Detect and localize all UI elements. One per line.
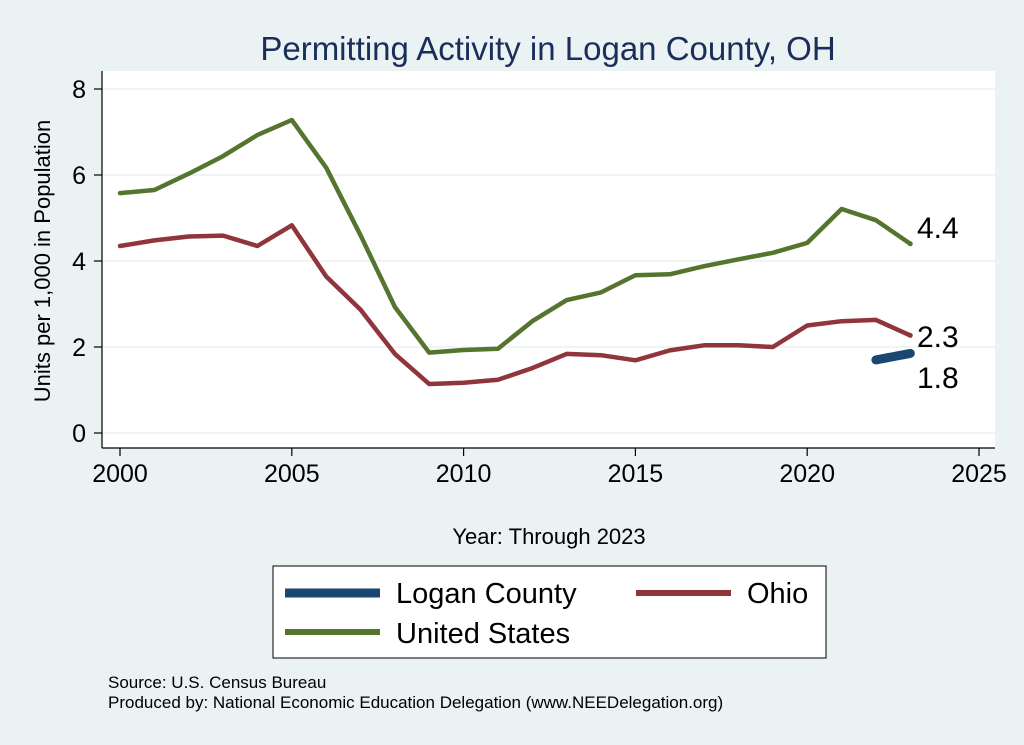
end-label-ohio: 2.3 <box>917 321 959 354</box>
legend-label-us: United States <box>396 618 570 650</box>
x-tick-label-1: 2005 <box>264 460 320 488</box>
legend-label-logan: Logan County <box>396 578 577 610</box>
y-tick-label-0: 0 <box>72 420 86 448</box>
series-layer <box>117 117 915 387</box>
series-line-ohio <box>117 223 913 387</box>
y-tick-label-3: 6 <box>72 162 86 190</box>
series-end-point-logan <box>907 350 913 356</box>
series-line-logan <box>871 348 915 365</box>
series-end-point-ohio <box>907 332 913 338</box>
y-tick-label-2: 4 <box>72 248 86 276</box>
y-tick-label-4: 8 <box>72 76 86 104</box>
chart-title: Permitting Activity in Logan County, OH <box>260 30 835 67</box>
x-axis-label: Year: Through 2023 <box>452 524 645 549</box>
legend-label-ohio: Ohio <box>747 578 808 610</box>
series-end-point-us <box>907 241 913 247</box>
x-tick-label-5: 2025 <box>951 460 1007 488</box>
x-axis-ticks: 2000 2005 2010 2015 2020 2025 <box>92 448 1007 488</box>
y-tick-label-1: 2 <box>72 334 86 362</box>
footer-source: Source: U.S. Census Bureau <box>108 673 326 692</box>
x-tick-label-3: 2015 <box>608 460 664 488</box>
x-tick-label-2: 2010 <box>436 460 492 488</box>
plot-area <box>102 71 995 448</box>
grid-lines <box>102 88 995 434</box>
x-tick-label-0: 2000 <box>92 460 148 488</box>
y-axis-ticks: 0 2 4 6 8 <box>72 76 102 448</box>
legend: Logan County Ohio United States <box>272 565 827 659</box>
series-line-us <box>117 117 913 355</box>
y-axis-label: Units per 1,000 in Population <box>30 120 55 403</box>
end-labels: 1.8 2.3 4.4 <box>917 212 959 395</box>
end-label-us: 4.4 <box>917 212 959 245</box>
legend-box <box>272 565 827 659</box>
footer-produced-by: Produced by: National Economic Education… <box>108 693 723 712</box>
x-tick-label-4: 2020 <box>779 460 835 488</box>
end-label-logan: 1.8 <box>917 362 959 395</box>
